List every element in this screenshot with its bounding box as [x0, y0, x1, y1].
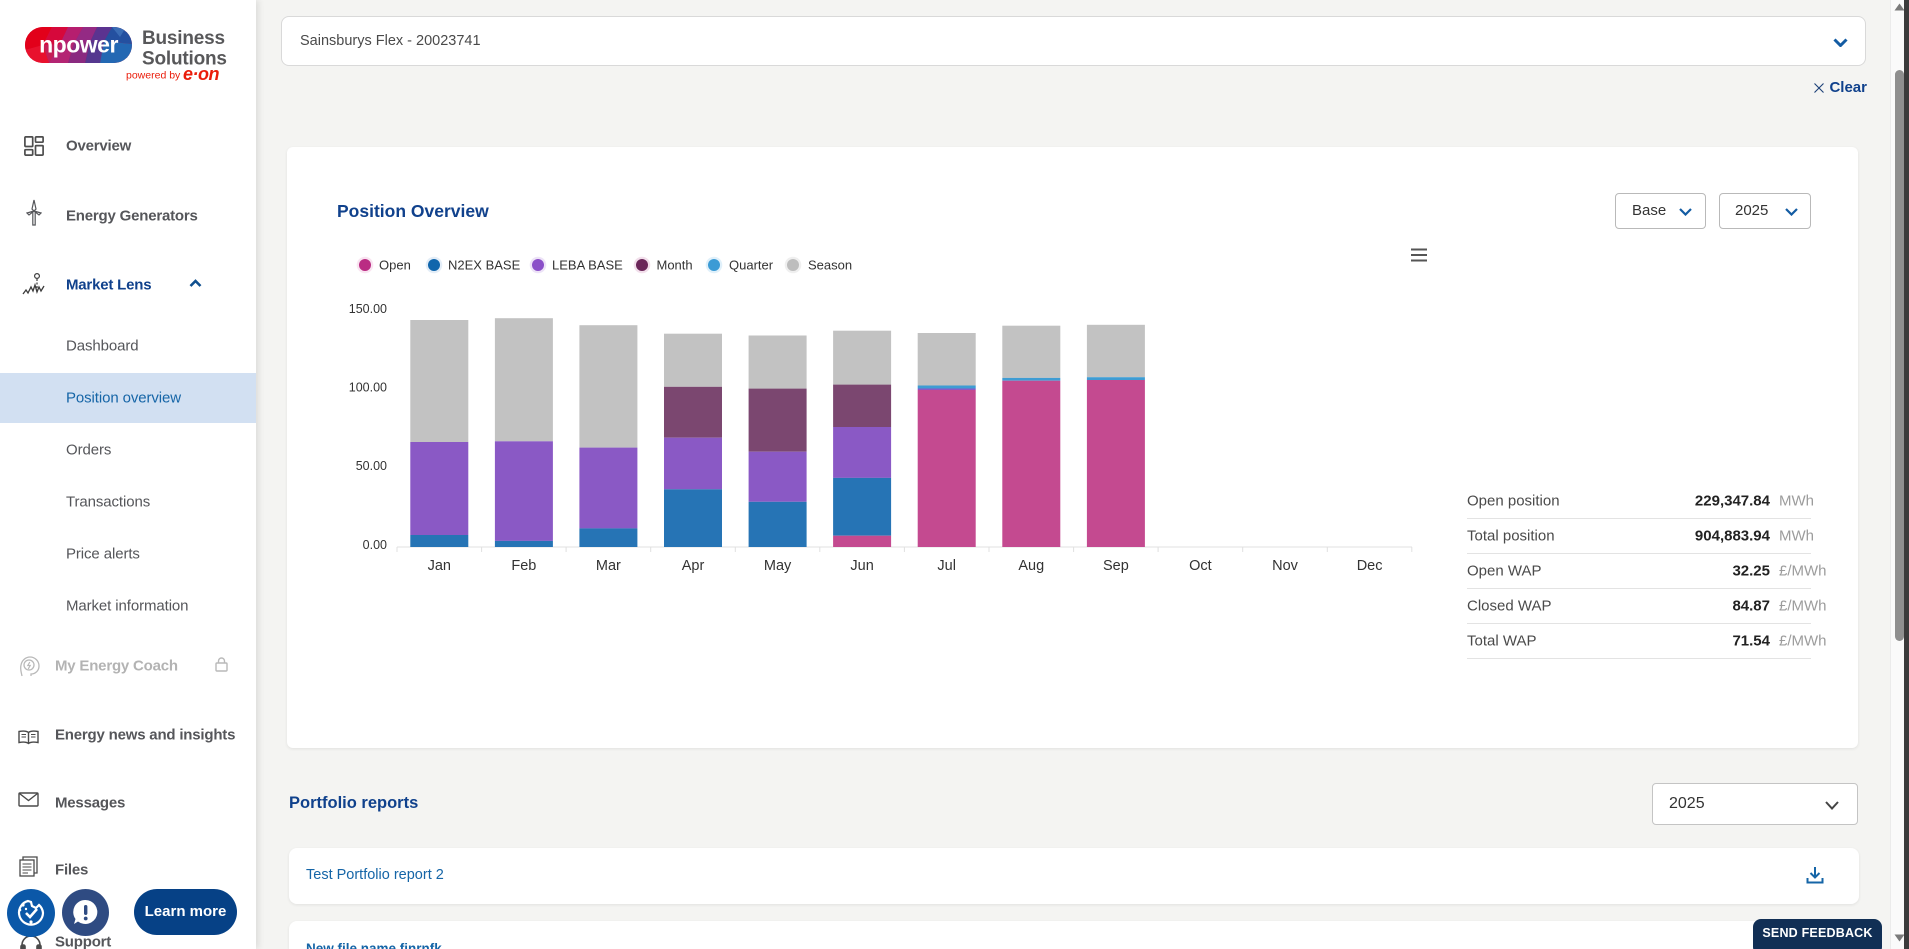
svg-text:100.00: 100.00 — [349, 381, 387, 395]
svg-text:Jul: Jul — [937, 558, 956, 574]
svg-text:50.00: 50.00 — [356, 459, 387, 473]
svg-text:Oct: Oct — [1189, 558, 1212, 574]
svg-text:Sep: Sep — [1103, 558, 1129, 574]
svg-text:Feb: Feb — [511, 558, 536, 574]
svg-text:npower: npower — [39, 32, 118, 58]
svg-text:Dec: Dec — [1357, 558, 1383, 574]
svg-text:0.00: 0.00 — [363, 538, 387, 552]
svg-text:e·on: e·on — [183, 64, 220, 84]
svg-text:Solutions: Solutions — [142, 49, 227, 70]
svg-text:May: May — [764, 558, 792, 574]
svg-text:Mar: Mar — [596, 558, 621, 574]
svg-text:Jan: Jan — [428, 558, 451, 574]
svg-text:powered by: powered by — [126, 70, 181, 82]
svg-text:Jun: Jun — [850, 558, 873, 574]
svg-text:150.00: 150.00 — [349, 302, 387, 316]
svg-text:Apr: Apr — [682, 558, 705, 574]
svg-text:Business: Business — [142, 28, 225, 49]
svg-text:Nov: Nov — [1272, 558, 1299, 574]
svg-text:Aug: Aug — [1018, 558, 1044, 574]
